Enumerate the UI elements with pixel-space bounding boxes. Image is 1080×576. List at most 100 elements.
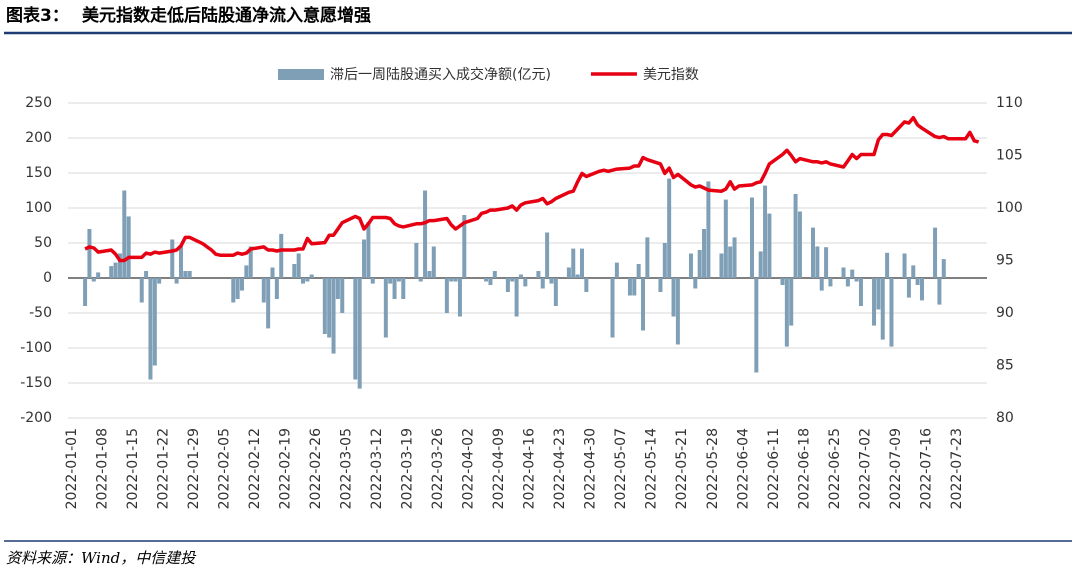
bar bbox=[157, 278, 162, 284]
bar bbox=[187, 271, 192, 278]
bar bbox=[235, 278, 240, 299]
bar bbox=[261, 278, 266, 303]
bar bbox=[362, 239, 367, 278]
line bbox=[84, 115, 980, 263]
bar bbox=[553, 278, 558, 306]
bar bbox=[353, 278, 358, 380]
x-tick-label: 2022-04-02 bbox=[461, 428, 477, 509]
y-tick-label: 0 bbox=[43, 270, 52, 286]
bar bbox=[697, 250, 702, 278]
bar bbox=[767, 213, 772, 278]
bar bbox=[889, 278, 894, 347]
bar bbox=[933, 227, 938, 278]
x-tick-label: 2022-07-23 bbox=[949, 428, 965, 509]
y2-tick-label: 85 bbox=[996, 358, 1014, 374]
bar bbox=[797, 211, 802, 278]
bar bbox=[919, 278, 924, 301]
x-tick-label: 2022-01-29 bbox=[186, 428, 202, 509]
bar bbox=[627, 278, 632, 296]
bar bbox=[357, 278, 362, 389]
y-tick-label: 250 bbox=[25, 95, 52, 111]
x-tick-label: 2022-03-19 bbox=[400, 428, 416, 509]
bar bbox=[719, 253, 724, 278]
bar bbox=[83, 278, 88, 306]
bar bbox=[331, 278, 336, 354]
x-tick-label: 2022-06-04 bbox=[735, 428, 751, 509]
bar bbox=[632, 278, 637, 296]
bar bbox=[858, 278, 863, 306]
x-tick-label: 2022-02-05 bbox=[217, 428, 233, 509]
bar bbox=[309, 274, 314, 278]
y2-tick-label: 95 bbox=[996, 253, 1014, 269]
bar bbox=[845, 278, 850, 287]
bar bbox=[706, 181, 711, 278]
bar bbox=[571, 248, 576, 278]
bar bbox=[444, 278, 449, 313]
y-tick-label: -100 bbox=[20, 340, 52, 356]
y-tick-label: -200 bbox=[20, 410, 52, 426]
y-tick-label: -150 bbox=[20, 375, 52, 391]
bar bbox=[540, 278, 545, 289]
y2-tick-label: 100 bbox=[996, 200, 1023, 216]
bar bbox=[732, 237, 737, 278]
bar bbox=[305, 278, 310, 282]
x-tick-label: 2022-02-19 bbox=[278, 428, 294, 509]
bar bbox=[484, 278, 489, 282]
bar bbox=[383, 278, 388, 338]
y-tick-label: 100 bbox=[25, 200, 52, 216]
y-tick-label: 50 bbox=[34, 235, 52, 251]
x-tick-label: 2022-07-09 bbox=[888, 428, 904, 509]
bar bbox=[536, 271, 541, 278]
bar bbox=[270, 267, 275, 278]
bar bbox=[462, 215, 467, 278]
bar bbox=[902, 253, 907, 278]
bar bbox=[231, 278, 236, 303]
bar bbox=[906, 278, 911, 298]
bar bbox=[758, 251, 763, 278]
bar bbox=[610, 278, 615, 338]
bar bbox=[702, 229, 707, 278]
bar bbox=[296, 253, 301, 278]
bar bbox=[414, 243, 419, 278]
bar bbox=[789, 278, 794, 326]
bar bbox=[828, 278, 833, 287]
bar bbox=[780, 278, 785, 285]
x-tick-label: 2022-03-12 bbox=[369, 428, 385, 509]
legend-label: 美元指数 bbox=[643, 67, 699, 83]
legend-label: 滞后一周陆股通买入成交净额(亿元) bbox=[330, 66, 551, 83]
x-tick-label: 2022-03-26 bbox=[430, 428, 446, 509]
bar bbox=[763, 185, 768, 278]
bar bbox=[431, 246, 436, 278]
x-tick-label: 2022-04-30 bbox=[583, 428, 599, 509]
bar bbox=[824, 247, 829, 278]
bar bbox=[340, 278, 345, 313]
bar bbox=[693, 278, 698, 289]
bar bbox=[449, 278, 454, 282]
bar bbox=[584, 278, 589, 292]
bar bbox=[688, 253, 693, 278]
y-tick-label: 150 bbox=[25, 165, 52, 181]
y2-tick-label: 90 bbox=[996, 305, 1014, 321]
bar bbox=[872, 278, 877, 326]
bar bbox=[279, 233, 284, 278]
x-tick-label: 2022-07-16 bbox=[918, 428, 934, 509]
x-tick-label: 2022-01-22 bbox=[156, 428, 172, 509]
bar bbox=[841, 267, 846, 278]
bar bbox=[453, 278, 458, 282]
bar bbox=[113, 262, 118, 278]
bar bbox=[885, 252, 890, 278]
bar bbox=[793, 194, 798, 278]
x-tick-label: 2022-06-18 bbox=[796, 428, 812, 509]
bar bbox=[514, 278, 519, 317]
x-tick-label: 2022-01-01 bbox=[64, 428, 80, 509]
x-tick-label: 2022-01-08 bbox=[95, 428, 111, 509]
bar bbox=[671, 278, 676, 317]
bar bbox=[401, 278, 406, 299]
x-tick-label: 2022-05-07 bbox=[613, 428, 629, 509]
x-tick-label: 2022-06-25 bbox=[827, 428, 843, 509]
x-tick-label: 2022-04-09 bbox=[491, 428, 507, 509]
x-tick-label: 2022-03-05 bbox=[339, 428, 355, 509]
x-tick-label: 2022-04-23 bbox=[552, 428, 568, 509]
x-tick-label: 2022-07-02 bbox=[857, 428, 873, 509]
bar bbox=[675, 278, 680, 345]
